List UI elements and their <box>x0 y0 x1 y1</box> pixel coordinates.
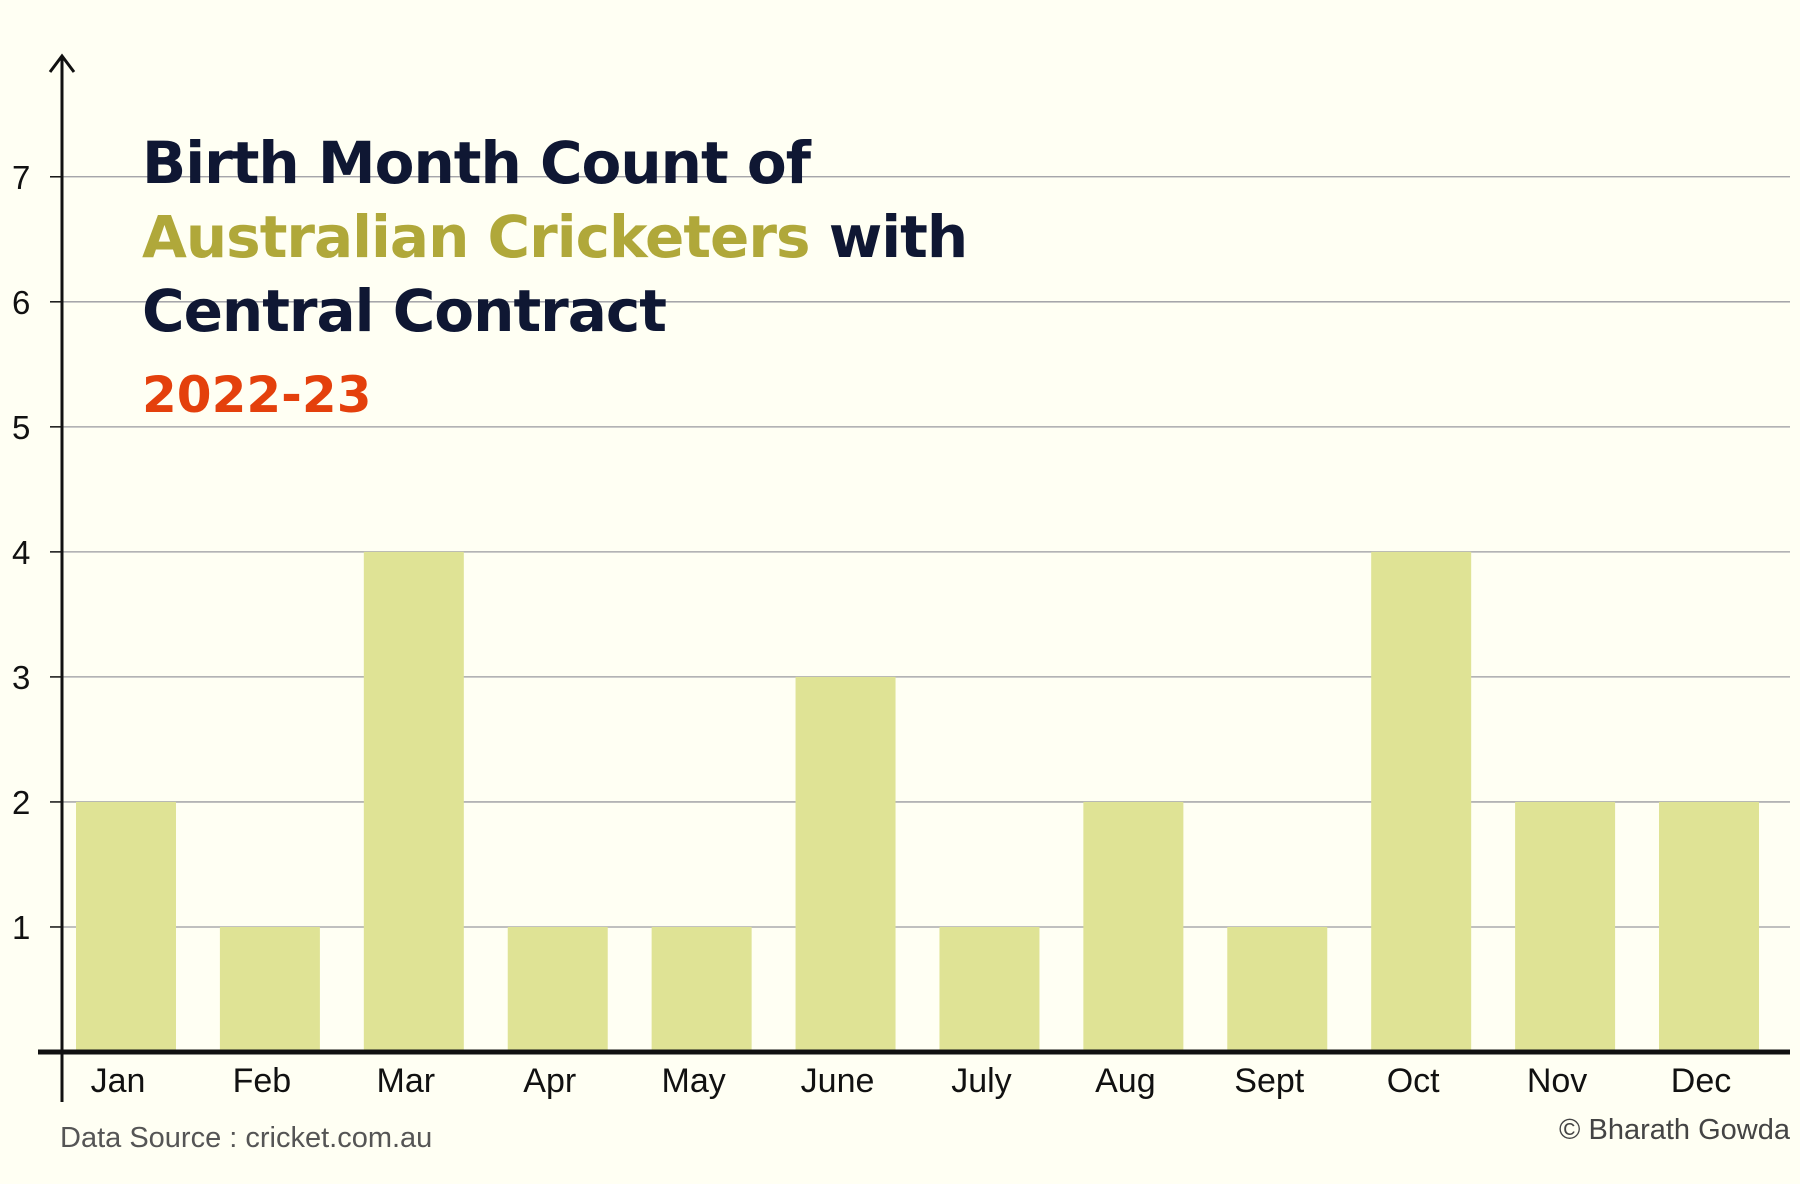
x-tick-label-oct: Oct <box>1387 1062 1440 1100</box>
y-axis-arrow <box>48 53 76 73</box>
axes <box>38 53 1790 1102</box>
title-line-2-rest: with <box>809 203 968 271</box>
bars <box>76 551 1759 1052</box>
bar-dec <box>1659 801 1759 1052</box>
x-tick-label-apr: Apr <box>523 1062 576 1100</box>
x-tick-label-july: July <box>951 1062 1011 1100</box>
bar-apr <box>507 926 608 1052</box>
x-tick-label-jan: Jan <box>91 1062 146 1100</box>
x-tick-labels: Jan Feb Mar Apr May June July Aug Sept Oct Nov Dec <box>91 1062 1732 1100</box>
x-tick-label-may: May <box>662 1062 726 1100</box>
y-tick-label-7: 7 <box>12 159 30 196</box>
bar-july <box>939 926 1040 1052</box>
x-tick-label-aug: Aug <box>1095 1062 1156 1100</box>
bar-sept <box>1227 926 1328 1052</box>
x-tick-label-feb: Feb <box>233 1062 292 1100</box>
y-tick-label-3: 3 <box>12 659 30 696</box>
bar-nov <box>1515 801 1616 1052</box>
title-accent: Australian Cricketers <box>142 203 811 271</box>
x-tick-label-mar: Mar <box>377 1062 436 1100</box>
x-tick-label-june: June <box>801 1062 875 1100</box>
bar-aug <box>1083 801 1184 1052</box>
x-tick-label-nov: Nov <box>1527 1062 1587 1100</box>
y-tick-label-4: 4 <box>12 534 30 571</box>
bar-feb <box>219 926 320 1052</box>
y-tick-label-5: 5 <box>12 409 30 446</box>
bar-mar <box>363 551 464 1052</box>
x-tick-label-dec: Dec <box>1671 1062 1731 1100</box>
chart-title: Birth Month Count of Australian Crickete… <box>142 126 968 348</box>
y-tick-label-1: 1 <box>12 909 30 946</box>
author-credit: © Bharath Gowda <box>1559 1114 1790 1146</box>
bar-oct <box>1371 551 1472 1052</box>
chart-subtitle: 2022-23 <box>142 366 372 424</box>
gridlines <box>50 176 1790 928</box>
data-source: Data Source : cricket.com.au <box>60 1122 433 1154</box>
title-line-2: Australian Cricketers with <box>142 200 968 274</box>
y-tick-label-2: 2 <box>12 784 30 821</box>
y-tick-label-6: 6 <box>12 284 30 321</box>
bar-jan <box>76 801 176 1052</box>
title-line-3: Central Contract <box>142 277 667 345</box>
bar-june <box>795 676 896 1052</box>
x-tick-label-sept: Sept <box>1234 1062 1304 1100</box>
title-line-1: Birth Month Count of <box>142 129 811 197</box>
bar-may <box>651 926 752 1052</box>
y-tick-labels: 1 2 3 4 5 6 7 <box>12 159 30 946</box>
